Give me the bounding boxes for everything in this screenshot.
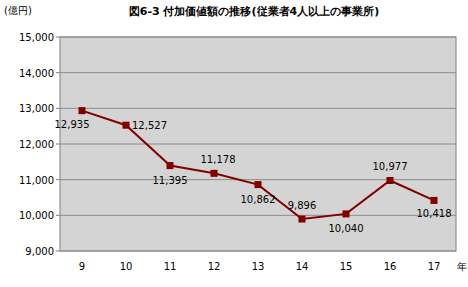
y-tick-label: 11,000 [19, 175, 54, 186]
data-label: 11,395 [153, 175, 188, 186]
y-tick-label: 13,000 [19, 103, 54, 114]
x-tick-label: 14 [296, 261, 309, 272]
marker [79, 107, 86, 114]
tick-mark [56, 251, 60, 252]
x-tick-label: 10 [120, 261, 133, 272]
tick-mark [56, 72, 60, 73]
grid-line [60, 37, 456, 38]
tick-mark [56, 179, 60, 180]
marker [431, 197, 438, 204]
x-tick-label: 17 [428, 261, 441, 272]
x-tick-label: 11 [164, 261, 177, 272]
series-group [79, 107, 438, 222]
title: 図6-3 付加価値額の推移(従業者4人以上の事業所) [129, 5, 379, 18]
grid-line [60, 72, 456, 73]
marker [255, 181, 262, 188]
grid-line [60, 215, 456, 216]
data-label: 10,418 [417, 208, 452, 219]
x-tick-label: 15 [340, 261, 353, 272]
marker [123, 122, 130, 129]
chart: 9,000 10,000 11,000 12,000 13,000 14,000 15,00… [0, 0, 468, 287]
y-tick-label: 10,000 [19, 210, 54, 221]
tick-mark [56, 37, 60, 38]
marker [211, 170, 218, 177]
plot-area [60, 37, 456, 251]
data-label: 9,896 [288, 200, 317, 211]
grid-line [60, 179, 456, 180]
y-tick-label: 9,000 [25, 246, 54, 257]
y-tick-label: 12,000 [19, 139, 54, 150]
series-line [82, 111, 434, 219]
x-tick-label: 9 [79, 261, 85, 272]
x-tick-label: 13 [252, 261, 265, 272]
marker [343, 210, 350, 217]
y-tick-label: 14,000 [19, 68, 54, 79]
data-label: 10,862 [241, 194, 276, 205]
data-label: 10,040 [329, 223, 364, 234]
grid-line [60, 144, 456, 145]
grid-line [60, 108, 456, 109]
x-tick-label: 12 [208, 261, 221, 272]
tick-mark [56, 144, 60, 145]
tick-mark [56, 215, 60, 216]
marker [299, 216, 306, 223]
marker [167, 162, 174, 169]
marker [387, 177, 394, 184]
data-label: 10,977 [373, 161, 408, 172]
tick-mark [56, 108, 60, 109]
x-tick-label: 16 [384, 261, 397, 272]
grid-line [60, 251, 456, 252]
x-axis-label: 年 [457, 261, 467, 272]
data-label: 12,527 [132, 120, 167, 131]
y-axis-label: (億円) [4, 5, 32, 16]
data-label: 11,178 [201, 154, 236, 165]
y-tick-label: 15,000 [19, 32, 54, 43]
data-label: 12,935 [55, 119, 90, 130]
